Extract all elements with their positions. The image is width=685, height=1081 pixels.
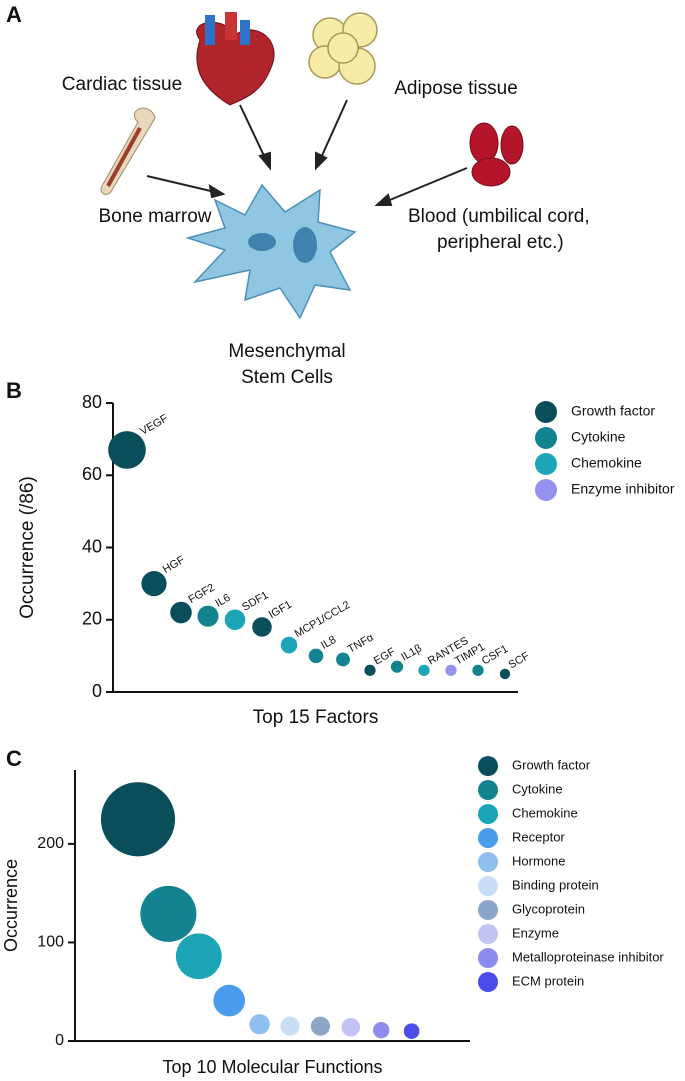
- legend-swatch: [535, 453, 557, 475]
- panel-label: B: [6, 378, 22, 403]
- legend-swatch: [478, 780, 498, 800]
- data-label: VEGF: [138, 412, 170, 438]
- legend-label: Binding protein: [512, 877, 599, 892]
- bubble: [472, 664, 484, 676]
- legend-label: Metalloproteinase inhibitor: [512, 949, 664, 964]
- legend-label: Growth factor: [512, 757, 591, 772]
- blood-icon: [469, 122, 524, 187]
- legend-label: Cytokine: [512, 781, 563, 796]
- bubble: [249, 1014, 270, 1035]
- y-tick-label: 0: [55, 1032, 64, 1049]
- arrows: [146, 99, 468, 206]
- bubble: [224, 609, 246, 631]
- y-axis-label: Occurrence (/86): [17, 476, 38, 619]
- y-axis-label: Occurrence: [1, 859, 21, 952]
- bubble: [373, 1021, 390, 1039]
- data-label: SDF1: [240, 589, 270, 613]
- legend-label: Growth factor: [571, 403, 655, 419]
- legend-label: Glycoprotein: [512, 901, 585, 916]
- bubble: [418, 664, 430, 676]
- data-label: SCF: [507, 650, 532, 672]
- legend-label: Receptor: [512, 829, 565, 844]
- target-label: Stem Cells: [241, 367, 333, 388]
- bubble: [310, 1016, 330, 1036]
- bubble: [170, 601, 192, 624]
- bubble: [213, 984, 246, 1017]
- x-axis-label: Top 10 Molecular Functions: [162, 1057, 382, 1077]
- source-label: Bone marrow: [99, 206, 212, 227]
- data-label: IGF1: [267, 599, 294, 622]
- source-label: Cardiac tissue: [62, 74, 182, 95]
- data-label: TNFα: [346, 631, 377, 656]
- legend-label: Cytokine: [571, 429, 626, 445]
- panel-label: A: [6, 2, 22, 27]
- bubble: [499, 668, 511, 680]
- legend-label: Hormone: [512, 853, 565, 868]
- bone-icon: [100, 107, 156, 195]
- bubble: [141, 571, 167, 597]
- target-label: Mesenchymal: [228, 341, 345, 362]
- data-label: MCP1/CCL2: [293, 599, 352, 640]
- y-tick-label: 40: [82, 536, 102, 556]
- bubble: [341, 1017, 361, 1037]
- data-label: HGF: [161, 554, 187, 576]
- legend-label: Chemokine: [571, 455, 642, 471]
- data-label: FGF2: [187, 582, 217, 606]
- source-label: Blood (umbilical cord,: [408, 206, 590, 227]
- y-tick-label: 100: [37, 934, 64, 951]
- chart: 0 100 200 Top 10 Molecular Functions Occurre…: [1, 756, 664, 1077]
- x-axis-label: Top 15 Factors: [253, 707, 379, 728]
- bubble: [108, 431, 146, 469]
- legend-swatch: [478, 948, 498, 968]
- legend-label: Enzyme inhibitor: [571, 481, 675, 497]
- bubble: [280, 1016, 300, 1036]
- bubble: [252, 617, 272, 637]
- data-label: CSF1: [480, 643, 510, 667]
- adipose-icon: [308, 12, 378, 85]
- source-label: Adipose tissue: [394, 78, 518, 99]
- legend-swatch: [535, 427, 557, 449]
- panel-label: C: [6, 746, 22, 771]
- msc-icon: [185, 183, 357, 320]
- bubble: [364, 664, 376, 676]
- bubble: [197, 605, 219, 627]
- data-label: IL1β: [399, 642, 424, 663]
- bubble: [308, 648, 324, 664]
- data-label: IL6: [213, 592, 232, 610]
- bubble: [390, 660, 404, 673]
- bubble: [336, 652, 350, 667]
- legend-label: Chemokine: [512, 805, 578, 820]
- legend-swatch: [478, 852, 498, 872]
- legend-label: ECM protein: [512, 973, 584, 988]
- legend-swatch: [478, 756, 498, 776]
- y-tick-label: 60: [82, 464, 102, 484]
- bubble: [175, 933, 222, 980]
- data-label: IL8: [319, 634, 338, 652]
- legend-swatch: [478, 804, 498, 824]
- y-tick-label: 20: [82, 609, 102, 629]
- bubble: [140, 885, 197, 942]
- y-tick-label: 0: [92, 681, 102, 701]
- source-label: peripheral etc.): [437, 232, 564, 253]
- legend-label: Enzyme: [512, 925, 559, 940]
- legend-swatch: [478, 828, 498, 848]
- panel-a: A Cardiac tissue Adipose tissue Bone mar…: [6, 2, 590, 388]
- bubble: [403, 1023, 420, 1039]
- legend-swatch: [478, 924, 498, 944]
- chart: 0 20 40 60 80 Top 15 Factors Occurrence (/86) V…: [17, 392, 675, 728]
- heart-icon: [196, 12, 275, 106]
- legend-swatch: [535, 401, 557, 423]
- legend-swatch: [478, 900, 498, 920]
- legend-swatch: [478, 876, 498, 896]
- bubble: [100, 782, 176, 857]
- y-tick-label: 80: [82, 392, 102, 412]
- y-tick-label: 200: [37, 835, 64, 852]
- bubble: [445, 664, 457, 676]
- legend-swatch: [535, 479, 557, 501]
- legend-swatch: [478, 972, 498, 992]
- bubble: [280, 636, 298, 654]
